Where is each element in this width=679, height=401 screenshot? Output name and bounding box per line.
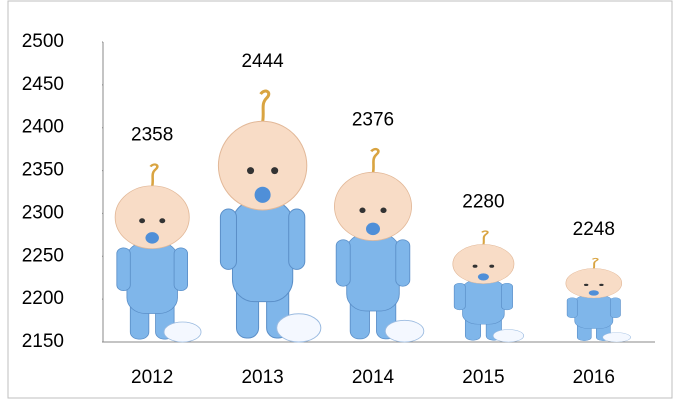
baby-blanket [277,314,321,342]
baby-blanket [164,322,201,342]
baby-blanket [493,330,524,342]
baby-eye [271,167,278,174]
y-tick-label: 2400 [22,117,64,138]
baby-pacifier [255,187,271,203]
baby-pacifier [145,232,158,243]
data-label: 2376 [352,109,394,130]
baby-body [127,242,178,313]
y-tick-label: 2350 [22,160,64,181]
baby-blanket [603,333,631,342]
baby-arm [396,240,410,286]
x-tick-label: 2013 [241,367,283,388]
baby-arm [289,209,305,269]
baby-body [575,295,613,329]
baby-arm [220,209,236,269]
data-label: 2280 [462,192,504,213]
baby-eye [473,265,478,268]
baby-arm [454,283,465,310]
chart: 2150 2200 2250 2300 2350 2400 2450 2500 2012 2358… [0,0,679,401]
baby-eye [380,208,386,213]
x-tick-label: 2014 [352,367,395,388]
baby-eye [139,218,145,223]
baby-eye [489,265,494,268]
baby-arm [567,298,577,318]
x-tick-label: 2016 [573,367,615,388]
y-tick-label: 2150 [22,331,64,352]
baby-eye [599,284,603,286]
y-tick-label: 2250 [22,245,64,266]
x-tick-label: 2015 [462,367,504,388]
x-tick-label: 2012 [131,367,173,388]
baby-arm [336,240,350,286]
baby-eye [159,218,165,223]
data-label: 2444 [241,51,284,72]
page: {"chart_data": {"type": "pictograph", "c… [0,0,679,401]
baby-arm [501,283,512,310]
baby-pacifier [366,223,380,235]
baby-body [463,280,505,325]
y-tick-label: 2500 [22,31,64,52]
baby-arm [174,248,187,291]
baby-blanket [385,320,424,342]
baby-arm [610,298,620,318]
baby-eye [584,284,588,286]
y-tick-label: 2450 [22,74,64,95]
baby-arm [117,248,130,291]
data-label: 2358 [131,125,173,146]
baby-body [347,234,400,311]
baby-eye [359,208,365,213]
baby-eye [247,167,254,174]
y-tick-label: 2200 [22,288,64,309]
data-label: 2248 [573,219,615,240]
baby-pacifier [478,273,489,280]
y-tick-label: 2300 [22,202,64,223]
baby-pacifier [589,290,599,295]
baby-body [232,201,292,302]
